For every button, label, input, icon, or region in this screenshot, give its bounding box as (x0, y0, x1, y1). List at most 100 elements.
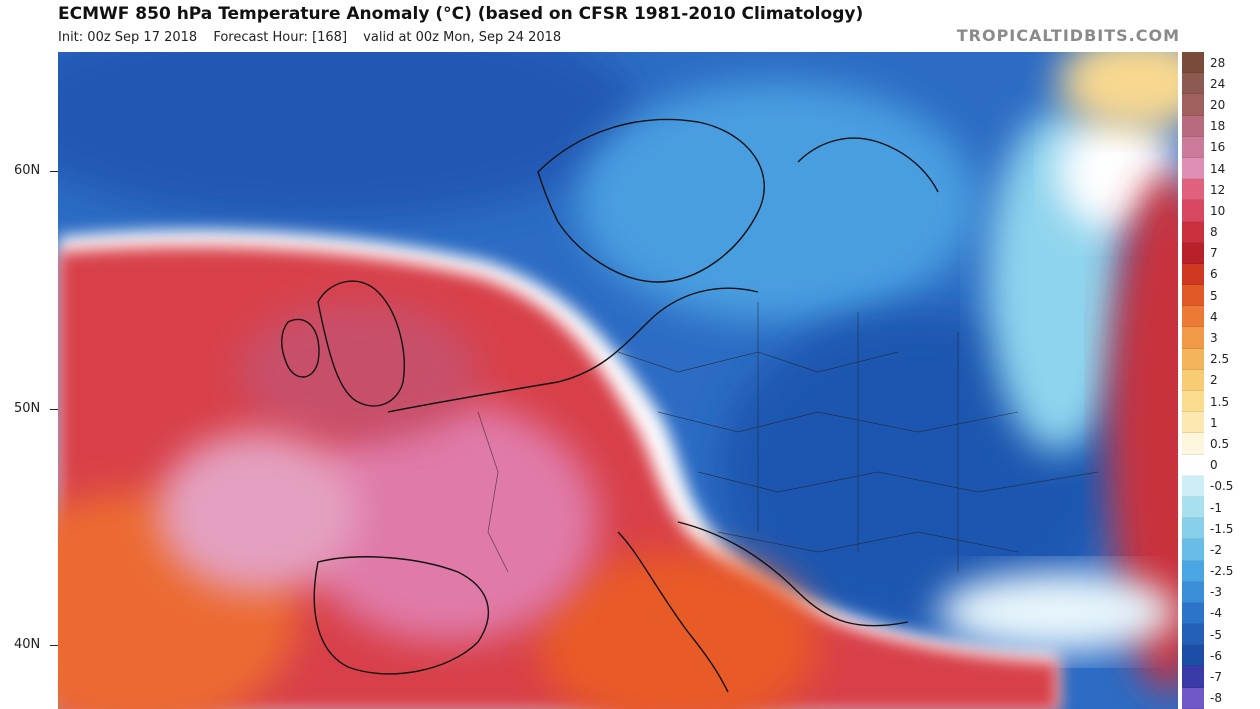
legend-swatch (1182, 157, 1204, 180)
biscay-pink-core (158, 432, 358, 592)
lat-label-40n: 40N (14, 637, 41, 652)
legend-swatch (1182, 221, 1204, 243)
cold-north-field (58, 52, 638, 222)
continental-north-coast (387, 287, 759, 413)
legend-value-label: 7 (1210, 246, 1218, 261)
borders (477, 302, 1099, 573)
legend-value-label: 24 (1210, 76, 1226, 91)
finland-coast (797, 137, 939, 193)
legend-swatch (1182, 581, 1204, 603)
legend-swatch (1182, 624, 1204, 646)
legend-swatch (1182, 433, 1204, 455)
legend-value-label: 18 (1210, 119, 1226, 134)
legend-swatch (1182, 327, 1204, 349)
legend-swatch (1182, 602, 1204, 625)
legend-value-label: -4 (1210, 606, 1222, 621)
legend-value-label: -0.5 (1210, 479, 1234, 494)
legend-value-label: -1 (1210, 500, 1222, 515)
legend-swatch (1182, 242, 1204, 264)
legend-colorbar (1182, 52, 1204, 709)
legend-swatch (1182, 52, 1204, 74)
legend-swatch (1182, 115, 1204, 137)
legend-swatch (1182, 518, 1204, 540)
coastlines (281, 118, 939, 693)
legend-value-label: -8 (1210, 691, 1222, 706)
scandinavia-cool-field (578, 82, 978, 322)
east-warm-field (1108, 172, 1178, 692)
legend-swatch (1182, 94, 1204, 116)
legend-swatch (1182, 560, 1204, 582)
legend-value-label: 6 (1210, 267, 1218, 282)
legend-swatch (1182, 73, 1204, 95)
anomaly-map (58, 52, 1178, 709)
forecast-hour: Forecast Hour: [168] (213, 30, 348, 45)
legend-swatch (1182, 391, 1204, 413)
legend-value-label: -2.5 (1210, 564, 1234, 579)
legend-value-label: 14 (1210, 161, 1226, 176)
iberia-coast (313, 556, 489, 675)
uk-warm-core (238, 302, 478, 442)
legend-value-label: 10 (1210, 203, 1226, 218)
legend-value-label: 1 (1210, 415, 1218, 430)
legend-swatch (1182, 200, 1204, 222)
legend-value-label: 0.5 (1210, 436, 1230, 451)
legend-swatch (1182, 263, 1204, 286)
init-time: Init: 00z Sep 17 2018 (58, 30, 198, 45)
run-info: Init: 00z Sep 17 2018 Forecast Hour: [16… (58, 30, 573, 45)
border-line (477, 411, 509, 573)
legend-value-label: 8 (1210, 225, 1218, 240)
south-orange-field (538, 552, 818, 709)
map-canvas (58, 52, 1178, 709)
legend-swatch (1182, 412, 1204, 434)
lat-tick (50, 171, 58, 172)
legend-value-label: -1.5 (1210, 521, 1234, 536)
brand-watermark: TROPICALTIDBITS.COM (956, 26, 1180, 45)
neutral-band-se (938, 572, 1178, 652)
scandinavia-coast (537, 118, 765, 283)
border-line (697, 471, 1099, 493)
legend-value-label: 2 (1210, 373, 1218, 388)
legend-value-label: 4 (1210, 309, 1218, 324)
legend-swatch (1182, 136, 1204, 158)
legend-value-label: -2 (1210, 542, 1222, 557)
legend-labels: 28 24 20 18 16 14 12 10 8 7 6 5 4 3 2.5 2 1.5 1 0.5 0 -0.5 -1… (1210, 52, 1256, 709)
legend-value-label: -5 (1210, 627, 1222, 642)
legend-swatch (1182, 454, 1204, 476)
legend-value-label: 12 (1210, 182, 1226, 197)
lat-label-50n: 50N (14, 401, 41, 416)
legend-swatch (1182, 369, 1204, 391)
legend-swatch (1182, 687, 1204, 709)
ireland-coast (281, 318, 320, 378)
legend-swatch (1182, 539, 1204, 561)
legend-swatch (1182, 179, 1204, 201)
valid-time: valid at 00z Mon, Sep 24 2018 (363, 30, 562, 45)
legend-swatch (1182, 285, 1204, 307)
legend-value-label: -7 (1210, 670, 1222, 685)
legend-swatch (1182, 475, 1204, 497)
balkan-coast (677, 521, 909, 627)
great-britain-coast (317, 280, 405, 407)
legend-swatch (1182, 496, 1204, 519)
lat-tick (50, 645, 58, 646)
legend-value-label: 16 (1210, 140, 1226, 155)
legend-value-label: 2.5 (1210, 352, 1230, 367)
map-title: ECMWF 850 hPa Temperature Anomaly (°C) (… (58, 4, 864, 24)
legend-swatch (1182, 666, 1204, 688)
legend-value-label: 28 (1210, 55, 1226, 70)
lat-tick (50, 409, 58, 410)
legend-value-label: 20 (1210, 97, 1226, 112)
legend-value-label: -3 (1210, 585, 1222, 600)
warm-patch-ne (1058, 52, 1178, 132)
legend-value-label: -6 (1210, 648, 1222, 663)
legend-swatch (1182, 348, 1204, 370)
legend-swatch (1182, 306, 1204, 328)
legend-value-label: 0 (1210, 458, 1218, 473)
border-line (657, 411, 1019, 433)
lat-label-60n: 60N (14, 163, 41, 178)
legend-swatch (1182, 645, 1204, 667)
france-hot-core (298, 402, 598, 642)
italy-coast (617, 531, 729, 693)
legend-value-label: 5 (1210, 288, 1218, 303)
border-line (717, 531, 1019, 553)
legend-value-label: 1.5 (1210, 394, 1230, 409)
